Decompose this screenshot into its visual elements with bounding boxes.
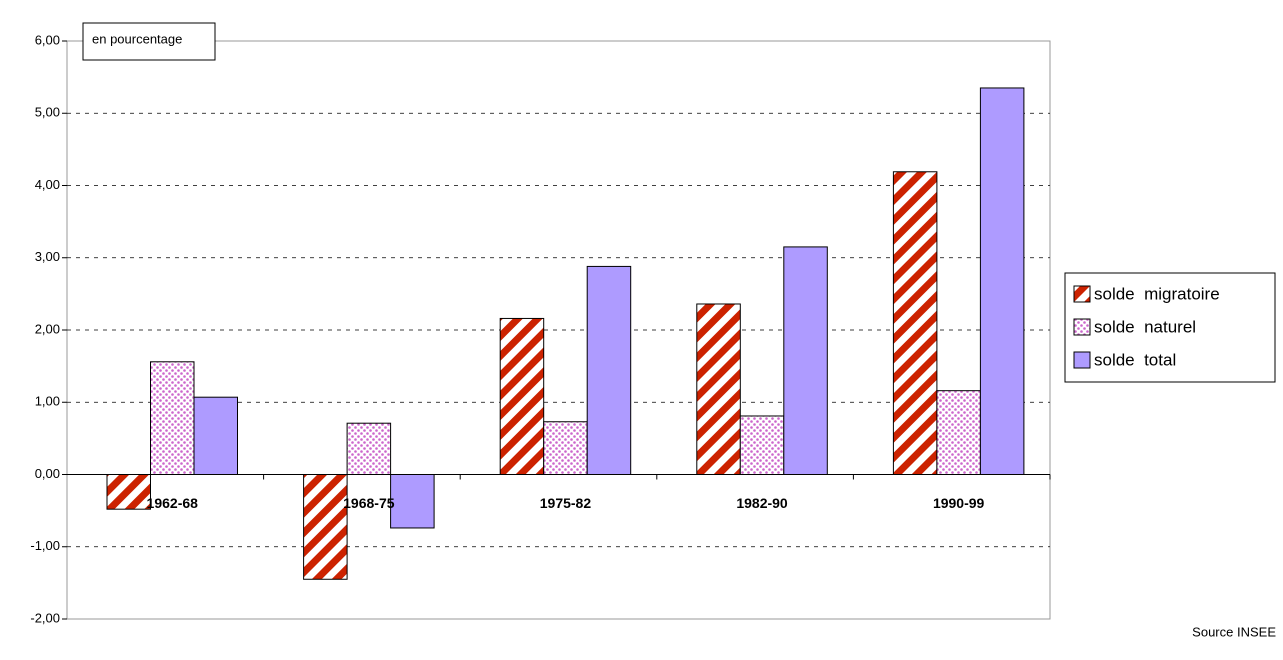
x-tick-label: 1962-68 — [147, 495, 199, 511]
bar — [499, 317, 545, 475]
y-tick-label: 6,00 — [35, 32, 60, 47]
legend-swatch — [1073, 351, 1091, 369]
x-tick-label: 1982-90 — [736, 495, 788, 511]
y-tick-label: -2,00 — [30, 610, 60, 625]
bar — [150, 361, 195, 476]
bar — [739, 415, 785, 476]
bar — [303, 474, 348, 580]
x-tick-label: 1990-99 — [933, 495, 985, 511]
bar — [390, 474, 435, 529]
bar — [892, 171, 938, 476]
bar — [193, 396, 238, 476]
legend-label: solde migratoire — [1094, 284, 1220, 303]
bar — [783, 246, 828, 475]
bar — [979, 87, 1025, 476]
legend-swatch — [1073, 285, 1091, 303]
y-tick-label: 3,00 — [35, 249, 60, 264]
legend-box — [1064, 272, 1276, 383]
source: Source INSEE — [1192, 624, 1276, 639]
bar — [346, 422, 392, 476]
y-tick-label: 0,00 — [35, 466, 60, 481]
bar — [543, 421, 588, 476]
x-tick-label: 1975-82 — [540, 495, 592, 511]
y-tick-label: -1,00 — [30, 538, 60, 553]
y-tick-label: 4,00 — [35, 177, 60, 192]
bar — [586, 265, 632, 476]
legend-label: solde total — [1094, 350, 1176, 369]
y-tick-label: 5,00 — [35, 105, 60, 120]
bar — [696, 303, 741, 475]
y-tick-label: 1,00 — [35, 394, 60, 409]
bar — [106, 474, 151, 510]
annotation-box — [82, 22, 216, 61]
legend-swatch — [1073, 318, 1091, 336]
bar — [936, 390, 981, 475]
y-tick-label: 2,00 — [35, 321, 60, 336]
legend-label: solde naturel — [1094, 317, 1196, 336]
x-tick-label: 1968-75 — [343, 495, 395, 511]
annotation: en pourcentage — [92, 31, 182, 46]
